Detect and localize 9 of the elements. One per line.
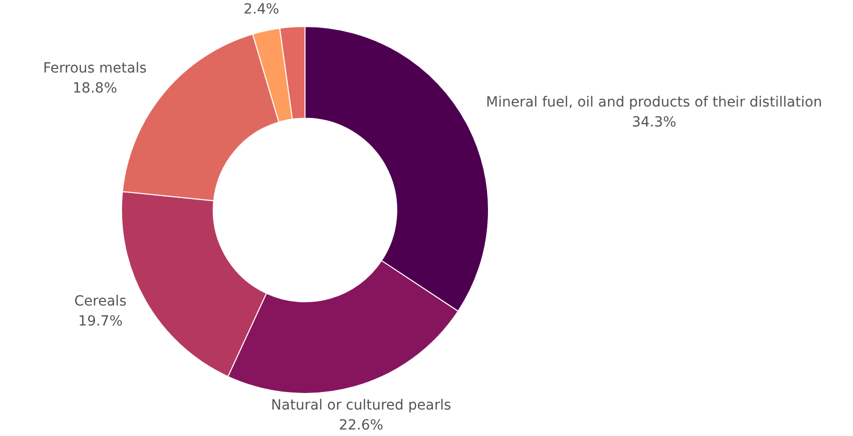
slice-label: Natural or cultured pearls	[271, 398, 452, 414]
data-label: 34.3%	[632, 114, 676, 130]
slice-label: Cereals	[74, 293, 126, 310]
data-label: 2.4%	[244, 2, 280, 18]
data-label: 19.7%	[78, 313, 123, 330]
slice-label: Ferrous metals	[43, 60, 147, 77]
slice-label: Mineral fuel, oil and products of their distillation	[486, 94, 822, 110]
data-label: 18.8%	[72, 80, 118, 97]
data-label: 22.6%	[338, 418, 384, 434]
